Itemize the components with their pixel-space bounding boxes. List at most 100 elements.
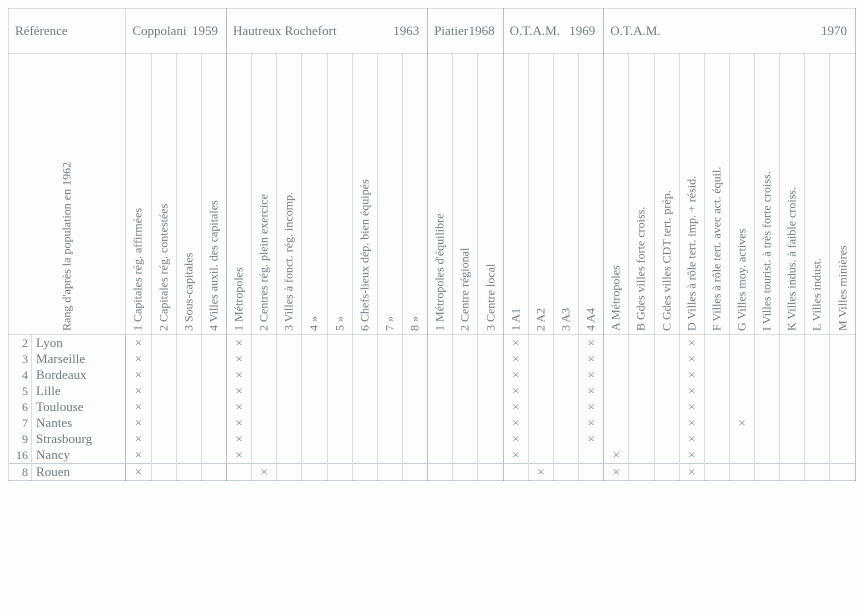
mark-cell xyxy=(151,383,176,399)
mark-cell xyxy=(830,399,856,415)
mark-cell xyxy=(453,367,478,383)
mark-cell xyxy=(327,431,352,447)
city-cell: Nancy xyxy=(32,447,126,464)
mark-cell xyxy=(201,367,226,383)
mark-cell xyxy=(277,447,302,464)
mark-cell xyxy=(377,351,402,367)
mark-cell xyxy=(805,447,830,464)
column-header: 8 » xyxy=(402,54,427,335)
group-header: O.T.A.M.1969 xyxy=(503,9,604,54)
mark-cell: × xyxy=(604,464,629,481)
mark-cell xyxy=(704,399,729,415)
mark-cell xyxy=(805,367,830,383)
mark-cell: × xyxy=(579,399,604,415)
mark-cell xyxy=(579,464,604,481)
mark-cell xyxy=(151,431,176,447)
mark-cell xyxy=(327,447,352,464)
mark-cell xyxy=(503,464,528,481)
mark-cell xyxy=(327,399,352,415)
mark-cell xyxy=(377,367,402,383)
mark-cell xyxy=(352,415,377,431)
mark-cell xyxy=(629,367,654,383)
mark-cell xyxy=(201,464,226,481)
mark-cell xyxy=(277,431,302,447)
mark-cell xyxy=(402,447,427,464)
mark-cell xyxy=(704,351,729,367)
mark-cell xyxy=(805,464,830,481)
mark-cell xyxy=(201,431,226,447)
mark-cell xyxy=(604,415,629,431)
rank-cell: 8 xyxy=(9,464,32,481)
mark-cell xyxy=(377,415,402,431)
mark-cell xyxy=(402,367,427,383)
city-cell: Rouen xyxy=(32,464,126,481)
column-header: 2 Centres rég. plein exercice xyxy=(252,54,277,335)
mark-cell xyxy=(377,399,402,415)
column-header: C Gdes villes CDT tert. prép. xyxy=(654,54,679,335)
mark-cell xyxy=(352,351,377,367)
mark-cell xyxy=(805,383,830,399)
mark-cell xyxy=(428,447,453,464)
mark-cell xyxy=(805,415,830,431)
mark-cell: × xyxy=(126,399,151,415)
city-cell: Lyon xyxy=(32,335,126,352)
mark-cell xyxy=(352,383,377,399)
mark-cell xyxy=(654,399,679,415)
mark-cell xyxy=(629,447,654,464)
mark-cell xyxy=(151,415,176,431)
column-header: 3 Centre local xyxy=(478,54,503,335)
mark-cell xyxy=(453,431,478,447)
column-header: 2 Centre régional xyxy=(453,54,478,335)
mark-cell xyxy=(528,367,553,383)
mark-cell xyxy=(830,431,856,447)
mark-cell xyxy=(553,351,578,367)
mark-cell xyxy=(604,399,629,415)
mark-cell xyxy=(553,431,578,447)
mark-cell: × xyxy=(679,431,704,447)
mark-cell xyxy=(830,351,856,367)
mark-cell xyxy=(252,415,277,431)
mark-cell xyxy=(428,415,453,431)
mark-cell xyxy=(453,351,478,367)
mark-cell xyxy=(805,399,830,415)
mark-cell: × xyxy=(679,447,704,464)
mark-cell xyxy=(176,399,201,415)
mark-cell xyxy=(704,447,729,464)
mark-cell xyxy=(528,383,553,399)
mark-cell xyxy=(352,367,377,383)
mark-cell xyxy=(277,464,302,481)
rank-cell: 9 xyxy=(9,431,32,447)
mark-cell: × xyxy=(126,464,151,481)
mark-cell xyxy=(629,464,654,481)
mark-cell xyxy=(352,399,377,415)
mark-cell xyxy=(780,464,805,481)
mark-cell xyxy=(755,464,780,481)
column-header: 6 Chefs-lieux dép. bien équipés xyxy=(352,54,377,335)
mark-cell xyxy=(277,415,302,431)
mark-cell xyxy=(176,415,201,431)
mark-cell xyxy=(478,415,503,431)
mark-cell: × xyxy=(126,415,151,431)
mark-cell: × xyxy=(528,464,553,481)
mark-cell xyxy=(830,447,856,464)
mark-cell: × xyxy=(503,351,528,367)
mark-cell xyxy=(755,447,780,464)
mark-cell xyxy=(629,415,654,431)
mark-cell xyxy=(604,351,629,367)
mark-cell xyxy=(176,464,201,481)
mark-cell: × xyxy=(226,431,251,447)
mark-cell xyxy=(830,383,856,399)
mark-cell: × xyxy=(579,351,604,367)
mark-cell xyxy=(729,399,754,415)
mark-cell xyxy=(805,351,830,367)
column-header: 1 Métropoles xyxy=(226,54,251,335)
mark-cell xyxy=(151,399,176,415)
column-header: 7 » xyxy=(377,54,402,335)
column-header: D Villes à rôle tert. imp. + résid. xyxy=(679,54,704,335)
mark-cell xyxy=(302,351,327,367)
column-header: L Villes indust. xyxy=(805,54,830,335)
mark-cell xyxy=(704,431,729,447)
mark-cell xyxy=(453,399,478,415)
mark-cell xyxy=(755,367,780,383)
city-cell: Marseille xyxy=(32,351,126,367)
